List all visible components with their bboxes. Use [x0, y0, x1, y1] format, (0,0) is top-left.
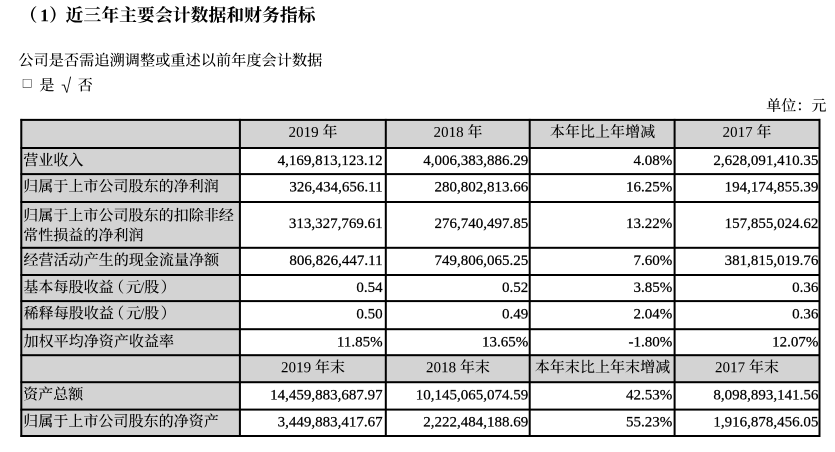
svg-text:16.25%: 16.25%: [626, 179, 672, 195]
svg-text:0.52: 0.52: [502, 280, 528, 296]
svg-text:749,806,065.25: 749,806,065.25: [434, 253, 528, 269]
svg-text:326,434,656.11: 326,434,656.11: [289, 179, 382, 195]
svg-text:3,449,883,417.67: 3,449,883,417.67: [278, 414, 384, 430]
svg-text:2,222,484,188.69: 2,222,484,188.69: [423, 414, 528, 430]
svg-text:13.22%: 13.22%: [626, 216, 672, 232]
svg-text:11.85%: 11.85%: [337, 334, 383, 350]
svg-text:0.54: 0.54: [356, 280, 383, 296]
svg-text:0.50: 0.50: [356, 306, 382, 322]
svg-text:381,815,019.76: 381,815,019.76: [725, 253, 819, 269]
svg-text:13.65%: 13.65%: [482, 334, 528, 350]
svg-text:0.36: 0.36: [792, 306, 819, 322]
svg-text:2,628,091,410.35: 2,628,091,410.35: [713, 153, 818, 169]
svg-text:2.04%: 2.04%: [634, 306, 673, 322]
svg-text:0.36: 0.36: [792, 280, 819, 296]
svg-text:313,327,769.61: 313,327,769.61: [289, 216, 383, 232]
svg-text:-1.80%: -1.80%: [629, 334, 673, 350]
svg-text:157,855,024.62: 157,855,024.62: [725, 216, 819, 232]
svg-text:8,098,893,141.56: 8,098,893,141.56: [713, 387, 819, 403]
svg-text:12.07%: 12.07%: [772, 334, 818, 350]
svg-text:55.23%: 55.23%: [626, 414, 672, 430]
svg-text:4,169,813,123.12: 4,169,813,123.12: [278, 153, 383, 169]
svg-text:10,145,065,074.59: 10,145,065,074.59: [416, 387, 529, 403]
svg-text:276,740,497.85: 276,740,497.85: [434, 216, 528, 232]
svg-text:42.53%: 42.53%: [626, 387, 672, 403]
svg-text:0.49: 0.49: [502, 306, 528, 322]
svg-text:3.85%: 3.85%: [634, 280, 673, 296]
svg-text:1,916,878,456.05: 1,916,878,456.05: [713, 414, 818, 430]
svg-text:14,459,883,687.97: 14,459,883,687.97: [270, 387, 383, 403]
svg-text:4,006,383,886.29: 4,006,383,886.29: [423, 153, 528, 169]
svg-text:194,174,855.39: 194,174,855.39: [725, 179, 819, 195]
svg-text:806,826,447.11: 806,826,447.11: [289, 253, 382, 269]
svg-text:4.08%: 4.08%: [634, 153, 673, 169]
svg-text:7.60%: 7.60%: [634, 253, 673, 269]
svg-text:280,802,813.66: 280,802,813.66: [434, 179, 528, 195]
